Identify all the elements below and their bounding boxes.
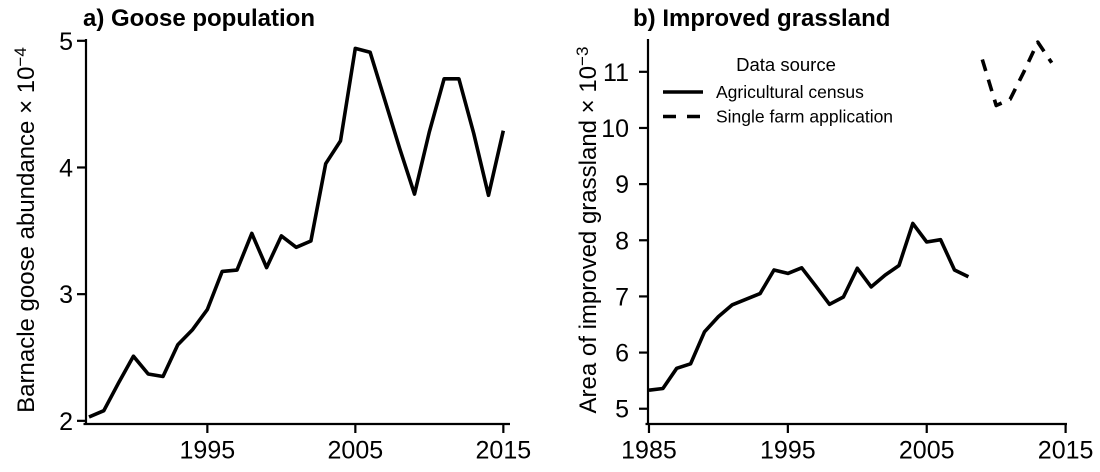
legend-label: Single farm application	[716, 107, 893, 127]
legend-title: Data source	[736, 54, 836, 75]
legend-label: Agricultural census	[716, 82, 864, 102]
y-tick-label: 7	[615, 283, 629, 311]
y-axis-title-text: Barnacle goose abundance × 10	[13, 67, 40, 413]
x-tick-label: 2015	[476, 437, 532, 465]
panel-a-title: a) Goose population	[83, 5, 315, 32]
panel-a: 1995 2005 2015 2 3 4 5 a) Goose population Barna…	[11, 5, 531, 465]
panel-b: 1985 1995 2005 2015 5 6 7 8 9 10 11b) Improved gra…	[573, 5, 1093, 465]
x-tick-label: 2015	[1038, 437, 1094, 465]
y-axis-title: Area of improved grassland × 10−3	[573, 47, 602, 414]
y-tick-label: 5	[615, 396, 629, 424]
barnacle-goose-abundance-line	[88, 46, 506, 419]
y-axis-title: Barnacle goose abundance × 10−4	[11, 47, 40, 413]
y-tick-label: 3	[59, 281, 73, 309]
x-tick-label: 2005	[899, 437, 955, 465]
legend: Data source Agricultural census Single far…	[663, 54, 893, 127]
y-tick-label: 5	[59, 28, 73, 56]
y-tick-label: 6	[615, 340, 629, 368]
y-axis-title-exponent: −4	[11, 47, 30, 66]
y-axis-title-exponent: −3	[573, 47, 592, 66]
single-farm-application-line	[980, 40, 1054, 108]
x-tick-label: 2005	[328, 437, 384, 465]
panel-b-title: b) Improved grassland	[633, 5, 890, 32]
y-tick-label: 10	[601, 115, 629, 143]
y-axis-title-text: Area of improved grassland × 10	[575, 66, 602, 414]
agricultural-census-line	[648, 221, 970, 392]
y-tick-label: 2	[59, 408, 73, 436]
y-tick-label: 9	[615, 171, 629, 199]
x-tick-label: 1995	[760, 437, 816, 465]
x-tick-label: 1985	[621, 437, 677, 465]
y-tick-label: 11	[603, 59, 629, 87]
y-tick-label: 8	[615, 227, 629, 255]
x-tick-label: 1995	[180, 437, 236, 465]
y-tick-label: 4	[59, 154, 73, 182]
